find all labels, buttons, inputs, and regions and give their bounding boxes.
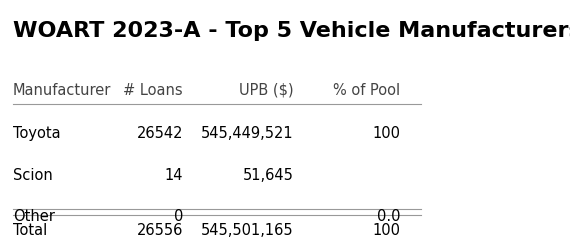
- Text: 0.0: 0.0: [377, 209, 400, 225]
- Text: 545,501,165: 545,501,165: [201, 223, 294, 238]
- Text: 0: 0: [174, 209, 183, 225]
- Text: Toyota: Toyota: [13, 126, 60, 141]
- Text: UPB ($): UPB ($): [239, 83, 294, 98]
- Text: 545,449,521: 545,449,521: [201, 126, 294, 141]
- Text: Other: Other: [13, 209, 55, 225]
- Text: Scion: Scion: [13, 168, 52, 183]
- Text: WOART 2023-A - Top 5 Vehicle Manufacturers: WOART 2023-A - Top 5 Vehicle Manufacture…: [13, 21, 570, 41]
- Text: 14: 14: [165, 168, 183, 183]
- Text: 26542: 26542: [137, 126, 183, 141]
- Text: 26556: 26556: [137, 223, 183, 238]
- Text: 51,645: 51,645: [243, 168, 294, 183]
- Text: % of Pool: % of Pool: [333, 83, 400, 98]
- Text: Manufacturer: Manufacturer: [13, 83, 111, 98]
- Text: 100: 100: [372, 223, 400, 238]
- Text: # Loans: # Loans: [123, 83, 183, 98]
- Text: Total: Total: [13, 223, 47, 238]
- Text: 100: 100: [372, 126, 400, 141]
